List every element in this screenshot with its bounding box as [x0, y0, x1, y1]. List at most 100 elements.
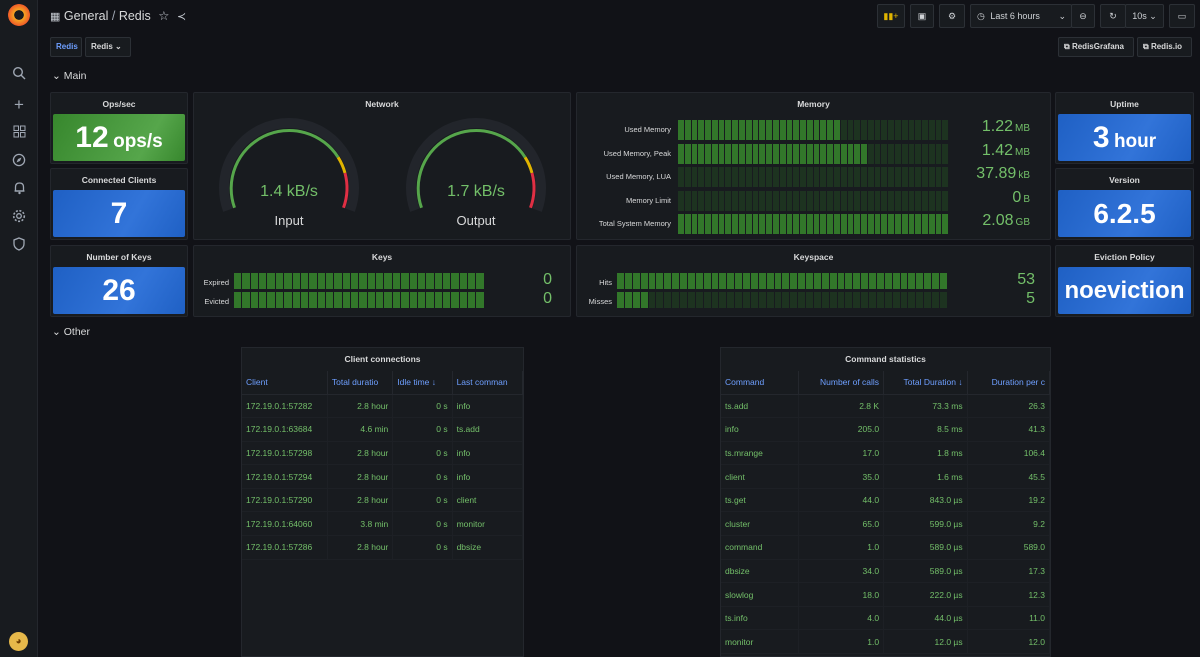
save-dashboard-button[interactable]: ▣: [910, 4, 934, 28]
breadcrumb-dashboard[interactable]: Redis: [118, 9, 151, 23]
panel-title: Memory: [797, 99, 830, 109]
variable-dropdown[interactable]: Redis ⌄: [85, 37, 131, 57]
table-cell: 172.19.0.1:63684: [242, 417, 328, 442]
breadcrumb: ▦ General / Redis ☆ ≺: [50, 8, 186, 23]
bar-value-unit: MB: [1015, 146, 1030, 158]
table-row: ts.get 44.0 843.0 µs 19.2: [721, 488, 1050, 513]
avatar[interactable]: ◕: [9, 632, 28, 651]
panel-connected-clients: Connected Clients 7: [50, 168, 188, 240]
table-cell: slowlog: [721, 582, 799, 607]
add-panel-button[interactable]: ▮▮+: [877, 4, 905, 28]
breadcrumb-folder[interactable]: General: [63, 9, 109, 23]
table-cell: 2.8 K: [798, 394, 885, 419]
refresh-button[interactable]: ↻: [1100, 4, 1126, 28]
table-cell: info: [452, 441, 523, 466]
uptime-value-box: 3 hour: [1058, 114, 1191, 161]
bar-value-unit: kB: [1018, 170, 1030, 181]
table-cell: 45.5: [967, 464, 1050, 489]
table-cell: 172.19.0.1:57282: [242, 394, 328, 419]
bar-value: 53: [1017, 271, 1035, 289]
column-header[interactable]: Number of calls: [798, 371, 885, 395]
search-icon[interactable]: [0, 66, 38, 83]
explore-icon[interactable]: [0, 153, 38, 170]
table-row: command 1.0 589.0 µs 589.0: [721, 535, 1050, 560]
variable-dropdown-value: Redis: [91, 42, 113, 51]
table-cell: 589.0 µs: [883, 559, 968, 584]
tv-mode-button[interactable]: ▭: [1169, 4, 1195, 28]
grafana-logo-icon[interactable]: [8, 4, 30, 26]
bar-label: Evicted: [204, 297, 229, 306]
column-header[interactable]: Idle time ↓: [392, 371, 453, 395]
column-header[interactable]: Command: [721, 371, 799, 395]
panel-network: Network 1.4 kB/s Input 1.7 kB/s Output: [193, 92, 571, 240]
bar-segments: [617, 273, 947, 289]
table-row: 172.19.0.1:57282 2.8 hour 0 s info: [242, 394, 523, 419]
table-cell: 0 s: [392, 441, 453, 466]
table-row: 172.19.0.1:57290 2.8 hour 0 s client: [242, 488, 523, 513]
table-row: 172.19.0.1:57286 2.8 hour 0 s dbsize: [242, 535, 523, 560]
panel-version: Version 6.2.5: [1055, 168, 1194, 240]
table-cell: 9.2: [967, 511, 1050, 537]
bar-segments: [678, 143, 949, 164]
table-cell: 1.6 ms: [883, 464, 968, 489]
table-cell: monitor: [452, 511, 523, 537]
table-cell: 12.0: [967, 629, 1050, 655]
gear-icon[interactable]: [0, 209, 38, 226]
bell-icon[interactable]: [0, 181, 38, 198]
panel-uptime: Uptime 3 hour: [1055, 92, 1194, 164]
table-cell: info: [452, 464, 523, 489]
refresh-interval-picker[interactable]: 10s ⌄: [1125, 4, 1164, 28]
table-cell: ts.add: [452, 417, 523, 442]
table-cell: 12.0 µs: [883, 629, 968, 655]
bar-label: Hits: [599, 278, 612, 287]
client-table: Client Total duratio Idle time ↓ Last comma…: [242, 371, 523, 560]
column-header[interactable]: Last comman: [452, 371, 523, 395]
link-redis-io[interactable]: ⧉ Redis.io: [1137, 37, 1192, 57]
bar-value-number: 1.22: [981, 118, 1013, 135]
row-title: Other: [63, 326, 90, 338]
top-navbar: ▦ General / Redis ☆ ≺ ▮▮+ ▣ ⚙ ◷ Last 6 h…: [38, 0, 1200, 32]
plus-icon[interactable]: +: [14, 95, 24, 114]
bar-value: 1.42 MB: [982, 142, 1030, 160]
table-row: ts.mrange 17.0 1.8 ms 106.4: [721, 441, 1050, 466]
row-title: Main: [63, 70, 87, 82]
link-redis-grafana[interactable]: ⧉ RedisGrafana: [1058, 37, 1134, 57]
panel-title: Keyspace: [793, 252, 834, 262]
command-table: Command Number of calls Total Duration ↓ Du…: [721, 371, 1050, 655]
row-other[interactable]: ⌄ Other: [52, 326, 90, 338]
table-cell: ts.add: [721, 394, 799, 419]
table-cell: 2.8 hour: [327, 464, 394, 489]
table-cell: 0 s: [392, 511, 453, 537]
column-header[interactable]: Duration per c: [967, 371, 1050, 395]
dashboards-icon[interactable]: [0, 125, 38, 141]
column-header[interactable]: Total Duration ↓: [883, 371, 968, 395]
table-row: dbsize 34.0 589.0 µs 17.3: [721, 559, 1050, 584]
time-picker[interactable]: ◷ Last 6 hours ⌄: [970, 4, 1072, 28]
table-cell: 2.8 hour: [327, 488, 394, 513]
bar-value-number: 2.08: [982, 212, 1014, 229]
table-cell: 65.0: [798, 511, 885, 537]
share-icon[interactable]: ≺: [176, 11, 187, 23]
input-label: Input: [274, 213, 304, 228]
panel-command-statistics: Command statistics Command Number of call…: [720, 347, 1051, 657]
table-cell: 106.4: [967, 441, 1050, 466]
bar-segments: [678, 167, 949, 187]
zoom-out-button[interactable]: ⊖: [1071, 4, 1095, 28]
monitor-icon: ▭: [1177, 11, 1187, 21]
table-cell: 34.0: [798, 559, 885, 584]
table-row: ts.info 4.0 44.0 µs 11.0: [721, 606, 1050, 631]
table-cell: 599.0 µs: [883, 511, 968, 537]
bar-value-number: 0: [543, 271, 552, 288]
dashboard-settings-button[interactable]: ⚙: [939, 4, 965, 28]
shield-icon[interactable]: [0, 237, 38, 254]
table-cell: ts.info: [721, 606, 799, 631]
row-main[interactable]: ⌄ Main: [52, 70, 87, 82]
bar-value: 0: [543, 271, 552, 289]
star-icon[interactable]: ☆: [158, 9, 170, 23]
clock-icon: ◷: [977, 11, 985, 21]
side-menu: + ◕: [0, 0, 38, 657]
column-header[interactable]: Client: [242, 371, 328, 395]
column-header[interactable]: Total duratio: [327, 371, 394, 395]
panel-memory: Memory Used Memory 1.22 MB Used Memory, Pea…: [576, 92, 1051, 240]
panel-title: Client connections: [344, 354, 421, 364]
